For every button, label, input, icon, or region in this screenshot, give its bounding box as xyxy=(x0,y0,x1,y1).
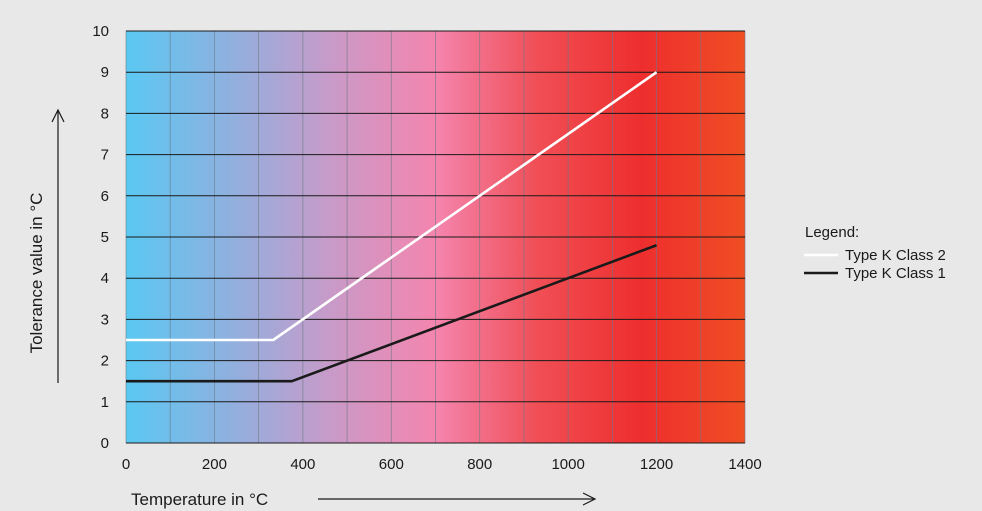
x-tick-label: 400 xyxy=(290,456,315,473)
y-tick-label: 1 xyxy=(101,394,109,411)
x-axis-title: Temperature in °C xyxy=(131,490,268,509)
x-tick-label: 800 xyxy=(467,456,492,473)
y-tick-label: 8 xyxy=(101,105,109,122)
y-tick-label: 4 xyxy=(101,270,109,287)
x-axis-arrow xyxy=(318,492,597,506)
y-tick-label: 5 xyxy=(101,229,109,246)
y-tick-label: 2 xyxy=(101,353,109,370)
y-tick-label: 9 xyxy=(101,64,109,81)
series-line-type-k-class-2 xyxy=(126,71,658,342)
legend-label-type-k-class-2: Type K Class 2 xyxy=(845,247,946,264)
legend: Legend: Type K Class 2 Type K Class 1 xyxy=(804,224,946,282)
y-axis-arrow xyxy=(51,108,65,383)
x-tick-label: 600 xyxy=(379,456,404,473)
x-tick-label: 200 xyxy=(202,456,227,473)
x-tick-labels: 0 200 400 600 800 1000 1200 1400 xyxy=(122,456,762,473)
y-tick-label: 0 xyxy=(101,435,109,452)
x-tick-label: 1400 xyxy=(728,456,761,473)
y-tick-label: 7 xyxy=(101,147,109,164)
y-axis-title: Tolerance value in °C xyxy=(27,193,46,354)
legend-title: Legend: xyxy=(805,224,859,241)
y-tick-label: 6 xyxy=(101,188,109,205)
x-tick-label: 1000 xyxy=(551,456,584,473)
y-tick-label: 3 xyxy=(101,311,109,328)
series-line-type-k-class-1 xyxy=(126,244,658,383)
x-tick-label: 1200 xyxy=(640,456,673,473)
y-tick-label: 10 xyxy=(92,23,109,40)
y-tick-labels: 0 1 2 3 4 5 6 7 8 9 10 xyxy=(92,23,109,452)
legend-label-type-k-class-1: Type K Class 1 xyxy=(845,265,946,282)
horizontal-gridlines xyxy=(126,30,745,444)
x-tick-label: 0 xyxy=(122,456,130,473)
series-layer xyxy=(126,71,658,383)
